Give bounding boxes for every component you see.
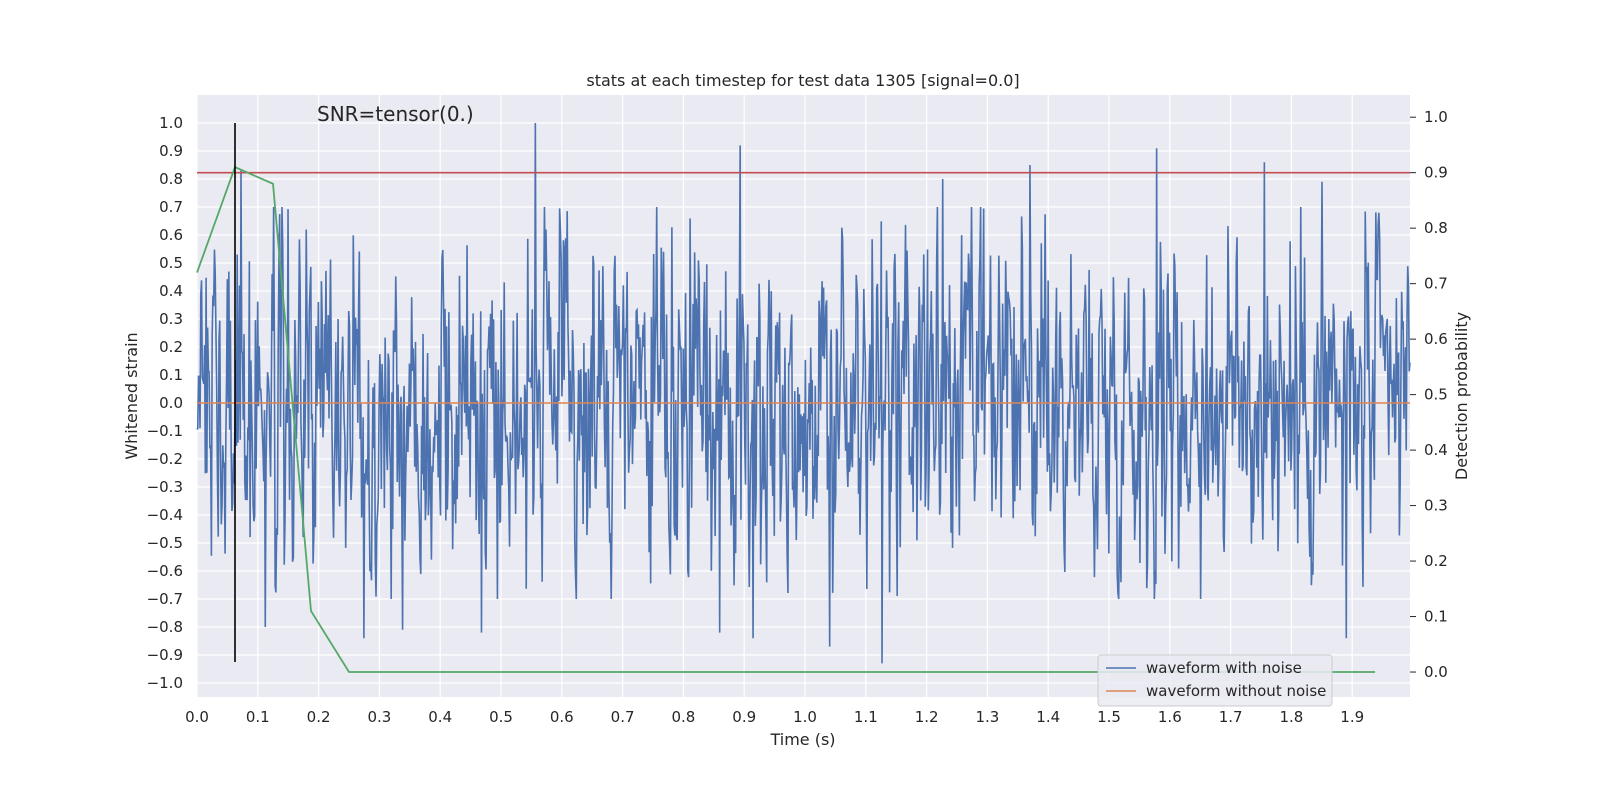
x-tick-label: 0.0: [185, 708, 209, 726]
x-tick-label: 1.0: [793, 708, 817, 726]
legend-box: [1097, 654, 1333, 707]
y-tick-label-right: 0.7: [1424, 275, 1448, 293]
x-tick-label: 0.2: [307, 708, 331, 726]
snr-annotation: SNR=tensor(0.): [317, 102, 474, 126]
y-tick-label-right: 0.4: [1424, 441, 1448, 459]
y-tick-label-right: 0.6: [1424, 330, 1448, 348]
y-tick-label-left: −0.5: [147, 534, 183, 552]
x-tick-label: 1.8: [1280, 708, 1304, 726]
legend-label-waveform-with-noise: waveform with noise: [1146, 659, 1302, 677]
y-tick-label-left: −0.2: [147, 450, 183, 468]
y-tick-label-right: 0.9: [1424, 164, 1448, 182]
y-axis-label-right: Detection probability: [1452, 312, 1471, 480]
y-tick-label-left: 0.5: [159, 254, 183, 272]
series-waveform-with-noise: [196, 122, 1411, 664]
y-tick-label-left: −0.3: [147, 478, 183, 496]
y-tick-label-right: 0.0: [1424, 663, 1448, 681]
x-tick-label: 1.4: [1036, 708, 1060, 726]
y-tick-label-left: 0.6: [159, 226, 183, 244]
y-tick-label-left: 0.7: [159, 198, 183, 216]
series-detection-probability: [196, 165, 1376, 673]
x-axis-label: Time (s): [769, 730, 835, 749]
chart-title: stats at each timestep for test data 130…: [586, 71, 1019, 90]
y-tick-label-right: 0.8: [1424, 219, 1448, 237]
x-tick-label: 1.1: [854, 708, 878, 726]
x-tick-label: 0.9: [732, 708, 756, 726]
x-tick-label: 1.3: [975, 708, 999, 726]
y-tick-label-left: 0.3: [159, 310, 183, 328]
y-tick-label-right: 0.5: [1424, 386, 1448, 404]
y-tick-label-left: −0.6: [147, 562, 183, 580]
y-tick-label-left: −0.7: [147, 590, 183, 608]
y-tick-label-right: 0.3: [1424, 497, 1448, 515]
x-tick-label: 0.4: [428, 708, 452, 726]
y-tick-label-left: 0.2: [159, 338, 183, 356]
y-tick-label-left: 0.4: [159, 282, 183, 300]
y-tick-label-left: −0.8: [147, 618, 183, 636]
y-tick-label-right: 0.1: [1424, 608, 1448, 626]
legend-label-waveform-without-noise: waveform without noise: [1146, 682, 1326, 700]
y-tick-label-left: −0.1: [147, 422, 183, 440]
y-tick-label-left: −0.9: [147, 646, 183, 664]
x-tick-label: 1.2: [915, 708, 939, 726]
x-tick-label: 0.3: [367, 708, 391, 726]
x-tick-label: 1.6: [1158, 708, 1182, 726]
y-tick-label-left: −0.4: [147, 506, 183, 524]
y-tick-label-right: 0.2: [1424, 552, 1448, 570]
x-tick-label: 0.5: [489, 708, 513, 726]
y-tick-label-left: 0.8: [159, 170, 183, 188]
x-tick-label: 0.1: [246, 708, 270, 726]
y-tick-label-left: 0.1: [159, 366, 183, 384]
y-tick-label-left: 0.9: [159, 142, 183, 160]
x-tick-label: 0.8: [671, 708, 695, 726]
x-tick-label: 0.6: [550, 708, 574, 726]
y-tick-label-left: −1.0: [147, 674, 183, 692]
x-tick-label: 1.9: [1340, 708, 1364, 726]
x-tick-label: 1.7: [1219, 708, 1243, 726]
y-axis-label-left: Whitened strain: [122, 332, 141, 459]
y-tick-label-left: 0.0: [159, 394, 183, 412]
y-tick-label-right: 1.0: [1424, 108, 1448, 126]
x-tick-label: 0.7: [611, 708, 635, 726]
y-tick-label-left: 1.0: [159, 114, 183, 132]
x-tick-label: 1.5: [1097, 708, 1121, 726]
legend: waveform with noise waveform without noi…: [1097, 654, 1333, 707]
